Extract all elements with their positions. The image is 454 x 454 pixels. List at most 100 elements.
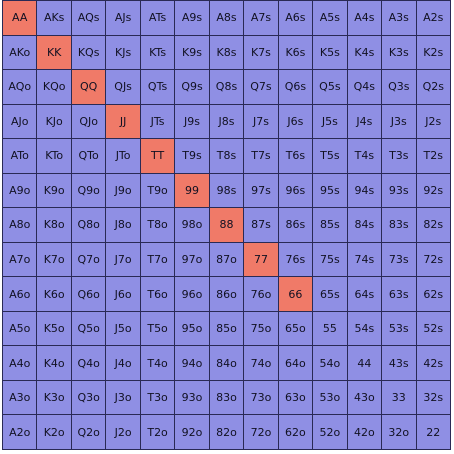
hand-cell-64o[interactable]: 64o <box>278 346 313 380</box>
hand-cell-a4o[interactable]: A4o <box>3 346 37 380</box>
hand-cell-95s[interactable]: 95s <box>313 173 347 208</box>
hand-cell-k9s[interactable]: K9s <box>175 35 209 70</box>
hand-cell-k7o[interactable]: K7o <box>37 242 71 277</box>
hand-cell-74o[interactable]: 74o <box>244 346 278 380</box>
hand-cell-j8o[interactable]: J8o <box>106 208 140 242</box>
hand-cell-q5o[interactable]: Q5o <box>71 311 106 346</box>
hand-cell-84o[interactable]: 84o <box>209 346 244 380</box>
hand-cell-t4o[interactable]: T4o <box>140 346 175 380</box>
hand-cell-97s[interactable]: 97s <box>244 173 278 208</box>
hand-cell-t3o[interactable]: T3o <box>140 380 175 415</box>
hand-cell-a7o[interactable]: A7o <box>3 242 37 277</box>
hand-cell-a9s[interactable]: A9s <box>175 1 209 35</box>
hand-cell-88[interactable]: 88 <box>209 208 244 242</box>
hand-cell-52s[interactable]: 52s <box>416 311 450 346</box>
hand-cell-22[interactable]: 22 <box>416 415 450 449</box>
hand-cell-q8o[interactable]: Q8o <box>71 208 106 242</box>
hand-cell-j6o[interactable]: J6o <box>106 277 140 311</box>
hand-cell-85s[interactable]: 85s <box>313 208 347 242</box>
hand-cell-qto[interactable]: QTo <box>71 139 106 173</box>
hand-cell-jts[interactable]: JTs <box>140 104 175 139</box>
hand-cell-55[interactable]: 55 <box>313 311 347 346</box>
hand-cell-a3o[interactable]: A3o <box>3 380 37 415</box>
hand-cell-t3s[interactable]: T3s <box>382 139 416 173</box>
hand-cell-j4o[interactable]: J4o <box>106 346 140 380</box>
hand-cell-98s[interactable]: 98s <box>209 173 244 208</box>
hand-cell-83o[interactable]: 83o <box>209 380 244 415</box>
hand-cell-96o[interactable]: 96o <box>175 277 209 311</box>
hand-cell-84s[interactable]: 84s <box>347 208 382 242</box>
hand-cell-a9o[interactable]: A9o <box>3 173 37 208</box>
hand-cell-87o[interactable]: 87o <box>209 242 244 277</box>
hand-cell-k3s[interactable]: K3s <box>382 35 416 70</box>
hand-cell-62o[interactable]: 62o <box>278 415 313 449</box>
hand-cell-72o[interactable]: 72o <box>244 415 278 449</box>
hand-cell-j8s[interactable]: J8s <box>209 104 244 139</box>
hand-cell-73o[interactable]: 73o <box>244 380 278 415</box>
hand-cell-j9o[interactable]: J9o <box>106 173 140 208</box>
hand-cell-77[interactable]: 77 <box>244 242 278 277</box>
hand-cell-98o[interactable]: 98o <box>175 208 209 242</box>
hand-cell-k8s[interactable]: K8s <box>209 35 244 70</box>
hand-cell-53o[interactable]: 53o <box>313 380 347 415</box>
hand-cell-a2o[interactable]: A2o <box>3 415 37 449</box>
hand-cell-66[interactable]: 66 <box>278 277 313 311</box>
hand-cell-42s[interactable]: 42s <box>416 346 450 380</box>
hand-cell-87s[interactable]: 87s <box>244 208 278 242</box>
hand-cell-k2s[interactable]: K2s <box>416 35 450 70</box>
hand-cell-65o[interactable]: 65o <box>278 311 313 346</box>
hand-cell-q3s[interactable]: Q3s <box>382 70 416 104</box>
hand-cell-a4s[interactable]: A4s <box>347 1 382 35</box>
hand-cell-53s[interactable]: 53s <box>382 311 416 346</box>
hand-cell-t2o[interactable]: T2o <box>140 415 175 449</box>
hand-cell-82s[interactable]: 82s <box>416 208 450 242</box>
hand-cell-a5s[interactable]: A5s <box>313 1 347 35</box>
hand-cell-96s[interactable]: 96s <box>278 173 313 208</box>
hand-cell-75s[interactable]: 75s <box>313 242 347 277</box>
hand-cell-q9o[interactable]: Q9o <box>71 173 106 208</box>
hand-cell-t7s[interactable]: T7s <box>244 139 278 173</box>
hand-cell-76o[interactable]: 76o <box>244 277 278 311</box>
hand-cell-a7s[interactable]: A7s <box>244 1 278 35</box>
hand-cell-jto[interactable]: JTo <box>106 139 140 173</box>
hand-cell-j7o[interactable]: J7o <box>106 242 140 277</box>
hand-cell-43o[interactable]: 43o <box>347 380 382 415</box>
hand-cell-94o[interactable]: 94o <box>175 346 209 380</box>
hand-cell-93o[interactable]: 93o <box>175 380 209 415</box>
hand-cell-j3s[interactable]: J3s <box>382 104 416 139</box>
hand-cell-86s[interactable]: 86s <box>278 208 313 242</box>
hand-cell-j5s[interactable]: J5s <box>313 104 347 139</box>
hand-cell-k6s[interactable]: K6s <box>278 35 313 70</box>
hand-cell-t4s[interactable]: T4s <box>347 139 382 173</box>
hand-cell-ajs[interactable]: AJs <box>106 1 140 35</box>
hand-cell-ats[interactable]: ATs <box>140 1 175 35</box>
hand-cell-kqs[interactable]: KQs <box>71 35 106 70</box>
hand-cell-32s[interactable]: 32s <box>416 380 450 415</box>
hand-cell-44[interactable]: 44 <box>347 346 382 380</box>
hand-cell-k6o[interactable]: K6o <box>37 277 71 311</box>
hand-cell-j7s[interactable]: J7s <box>244 104 278 139</box>
hand-cell-92s[interactable]: 92s <box>416 173 450 208</box>
hand-cell-j6s[interactable]: J6s <box>278 104 313 139</box>
hand-cell-54s[interactable]: 54s <box>347 311 382 346</box>
hand-cell-t8o[interactable]: T8o <box>140 208 175 242</box>
hand-cell-k4s[interactable]: K4s <box>347 35 382 70</box>
hand-cell-j9s[interactable]: J9s <box>175 104 209 139</box>
hand-cell-q8s[interactable]: Q8s <box>209 70 244 104</box>
hand-cell-k7s[interactable]: K7s <box>244 35 278 70</box>
hand-cell-kjs[interactable]: KJs <box>106 35 140 70</box>
hand-cell-k2o[interactable]: K2o <box>37 415 71 449</box>
hand-cell-t9s[interactable]: T9s <box>175 139 209 173</box>
hand-cell-a8o[interactable]: A8o <box>3 208 37 242</box>
hand-cell-63o[interactable]: 63o <box>278 380 313 415</box>
hand-cell-65s[interactable]: 65s <box>313 277 347 311</box>
hand-cell-t7o[interactable]: T7o <box>140 242 175 277</box>
hand-cell-99[interactable]: 99 <box>175 173 209 208</box>
hand-cell-t5o[interactable]: T5o <box>140 311 175 346</box>
hand-cell-aks[interactable]: AKs <box>37 1 71 35</box>
hand-cell-t6s[interactable]: T6s <box>278 139 313 173</box>
hand-cell-q7o[interactable]: Q7o <box>71 242 106 277</box>
hand-cell-j2o[interactable]: J2o <box>106 415 140 449</box>
hand-cell-q5s[interactable]: Q5s <box>313 70 347 104</box>
hand-cell-k5o[interactable]: K5o <box>37 311 71 346</box>
